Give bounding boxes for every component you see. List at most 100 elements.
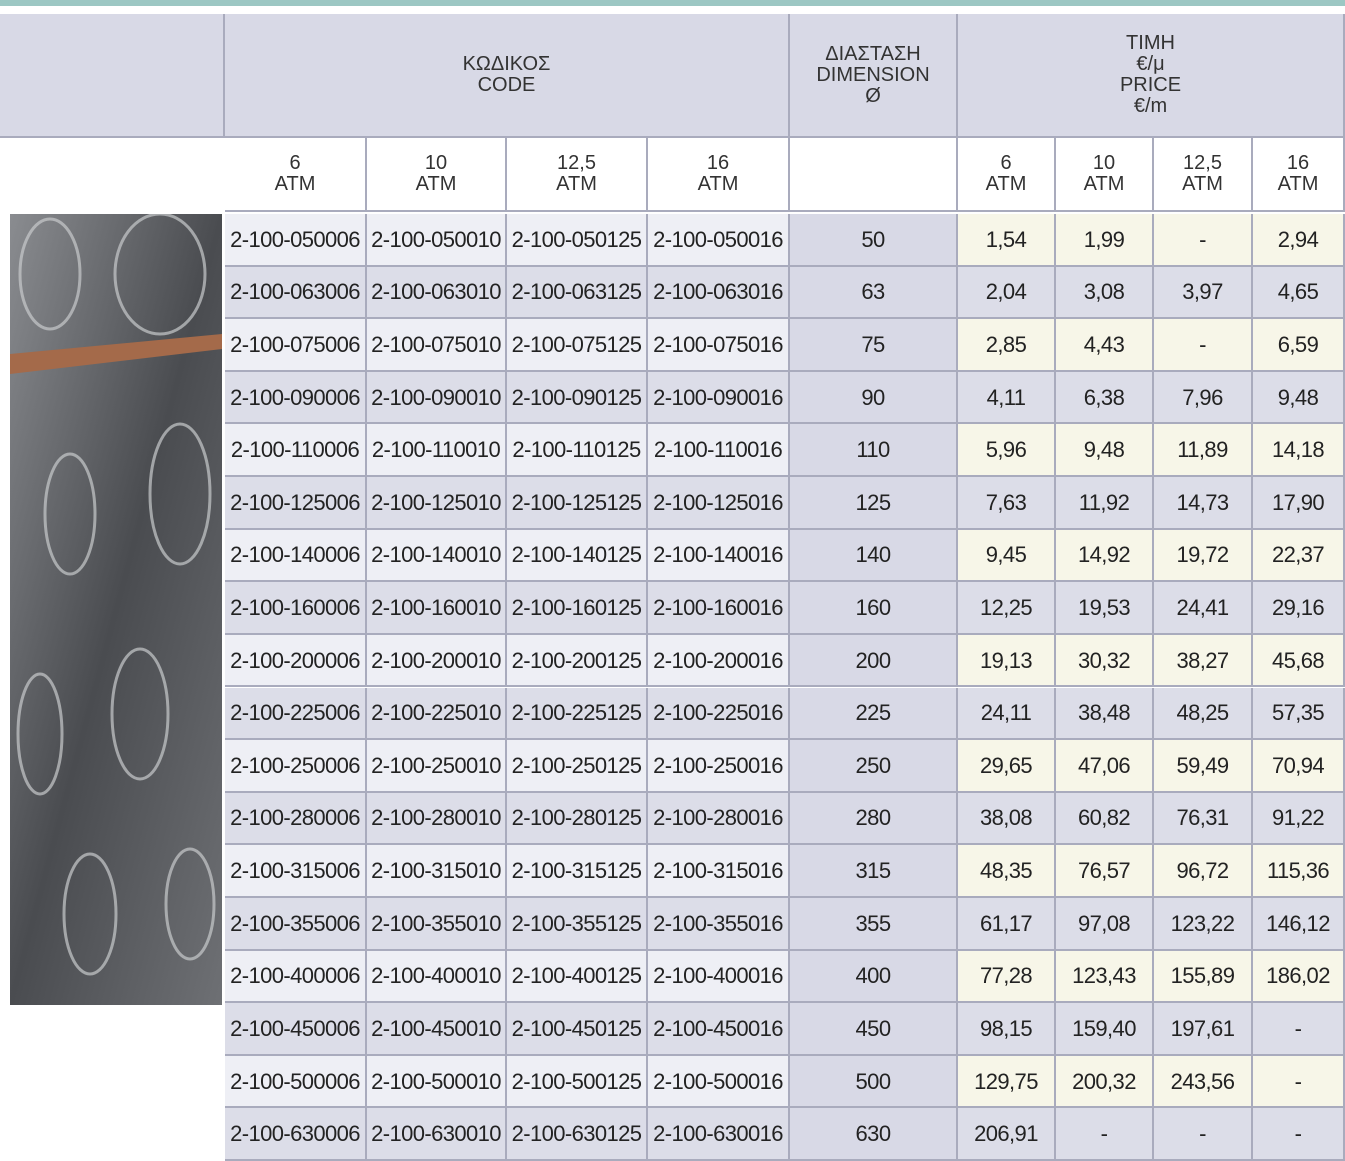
table-cell: 206,91 xyxy=(958,1108,1056,1161)
table-cell: 12,25 xyxy=(958,582,1056,635)
cell-text: 2-100-075006 xyxy=(230,333,360,356)
table-cell: 129,75 xyxy=(958,1056,1056,1109)
table-cell: 14,18 xyxy=(1253,424,1345,477)
pipes-photo xyxy=(10,214,222,1005)
cell-text: 1,99 xyxy=(1084,228,1124,251)
table-cell: 2-100-225006 xyxy=(225,688,367,741)
table-cell: 2-100-225125 xyxy=(507,688,648,741)
cell-text: 2-100-315125 xyxy=(512,859,642,882)
cell-text: 9,45 xyxy=(986,543,1026,566)
cell-text: 2-100-450006 xyxy=(230,1017,360,1040)
cell-text: 29,16 xyxy=(1272,596,1324,619)
table-cell: 61,17 xyxy=(958,898,1056,951)
top-rule xyxy=(0,0,1345,6)
cell-text: 29,65 xyxy=(980,754,1032,777)
table-cell: 2-100-630016 xyxy=(648,1108,790,1161)
table-cell: 2-100-450010 xyxy=(367,1003,507,1056)
table-cell: 96,72 xyxy=(1154,845,1253,898)
cell-text: 2-100-050125 xyxy=(512,228,642,251)
table-cell: 123,22 xyxy=(1154,898,1253,951)
table-cell: 2-100-450125 xyxy=(507,1003,648,1056)
cell-text: 2-100-280016 xyxy=(653,806,783,829)
cell-text: 22,37 xyxy=(1272,543,1324,566)
cell-text: 2-100-063010 xyxy=(371,280,501,303)
table-cell: 2-100-280016 xyxy=(648,793,790,846)
table-cell: 2-100-280010 xyxy=(367,793,507,846)
cell-text: 2-100-355125 xyxy=(512,912,642,935)
subheader-blank xyxy=(790,138,958,212)
cell-text: 2-100-315006 xyxy=(230,859,360,882)
table-cell: 400 xyxy=(790,951,958,1004)
table-cell: 9,48 xyxy=(1253,372,1345,425)
table-cell: - xyxy=(1056,1108,1154,1161)
cell-text: 2-100-200125 xyxy=(512,649,642,672)
cell-text: 4,43 xyxy=(1084,333,1124,356)
cell-text: 6,59 xyxy=(1278,333,1318,356)
cell-text: 61,17 xyxy=(980,912,1032,935)
cell-text: 115,36 xyxy=(1267,859,1329,882)
table-cell: 4,11 xyxy=(958,372,1056,425)
table-cell: 2-100-140016 xyxy=(648,530,790,583)
cell-text: 2-100-110016 xyxy=(654,438,782,461)
cell-text: 6,38 xyxy=(1084,386,1124,409)
cell-text: 1,54 xyxy=(986,228,1026,251)
table-cell: 2-100-063016 xyxy=(648,267,790,320)
page: ΚΩΔΙΚΟΣCODEΔΙΑΣΤΑΣΗDIMENSIONØΤΙΜΗ€/μPRIC… xyxy=(0,0,1345,1161)
cell-text: 2,94 xyxy=(1278,228,1318,251)
cell-text: 14,73 xyxy=(1176,491,1228,514)
table-cell: 2-100-200010 xyxy=(367,635,507,688)
table-cell: 2-100-200125 xyxy=(507,635,648,688)
table-cell: 2-100-125006 xyxy=(225,477,367,530)
table-cell: 2-100-315006 xyxy=(225,845,367,898)
table-cell: 2-100-160006 xyxy=(225,582,367,635)
table-cell: 9,48 xyxy=(1056,424,1154,477)
cell-text: 2-100-200016 xyxy=(653,649,783,672)
cell-text: 159,40 xyxy=(1072,1017,1136,1040)
cell-text: 2-100-160125 xyxy=(512,596,642,619)
cell-text: 47,06 xyxy=(1078,754,1130,777)
table-cell: 630 xyxy=(790,1108,958,1161)
table-cell: 7,63 xyxy=(958,477,1056,530)
table-cell: 2-100-630006 xyxy=(225,1108,367,1161)
cell-text: 2-100-125010 xyxy=(371,491,501,514)
cell-text: 3,97 xyxy=(1182,280,1222,303)
cell-text: 2-100-315010 xyxy=(371,859,501,882)
cell-text: 250 xyxy=(856,754,891,777)
cell-text: 2-100-225125 xyxy=(512,701,642,724)
table-cell: 57,35 xyxy=(1253,688,1345,741)
table-cell: 123,43 xyxy=(1056,951,1154,1004)
cell-text: 48,35 xyxy=(980,859,1032,882)
cell-text: ΚΩΔΙΚΟΣ xyxy=(463,54,551,75)
table-cell: 197,61 xyxy=(1154,1003,1253,1056)
cell-text: 4,11 xyxy=(987,386,1026,409)
table-cell: 115,36 xyxy=(1253,845,1345,898)
cell-text: 2-100-090006 xyxy=(230,386,360,409)
cell-text: 2-100-090125 xyxy=(512,386,642,409)
cell-text: 630 xyxy=(856,1122,891,1145)
cell-text: 2,04 xyxy=(986,280,1026,303)
cell-text: €/m xyxy=(1134,96,1167,117)
cell-text: 2-100-280010 xyxy=(371,806,501,829)
table-cell: 2-100-200016 xyxy=(648,635,790,688)
table-cell: - xyxy=(1154,319,1253,372)
cell-text: PRICE xyxy=(1120,75,1181,96)
table-cell: 7,96 xyxy=(1154,372,1253,425)
table-cell: 2-100-355006 xyxy=(225,898,367,951)
table-cell: 2-100-063010 xyxy=(367,267,507,320)
table-cell: 160 xyxy=(790,582,958,635)
cell-text: 2-100-225006 xyxy=(230,701,360,724)
cell-text: 10 xyxy=(425,153,447,174)
cell-text: 2-100-315016 xyxy=(653,859,783,882)
cell-text: 38,48 xyxy=(1078,701,1130,724)
table-cell: 38,27 xyxy=(1154,635,1253,688)
table-cell: 2-100-125016 xyxy=(648,477,790,530)
table-cell: 14,92 xyxy=(1056,530,1154,583)
table-cell: 2-100-250010 xyxy=(367,740,507,793)
cell-text: 2-100-630125 xyxy=(512,1122,642,1145)
cell-text: 129,75 xyxy=(974,1070,1038,1093)
cell-text: 2-100-140016 xyxy=(653,543,783,566)
cell-text: 24,11 xyxy=(981,701,1031,724)
